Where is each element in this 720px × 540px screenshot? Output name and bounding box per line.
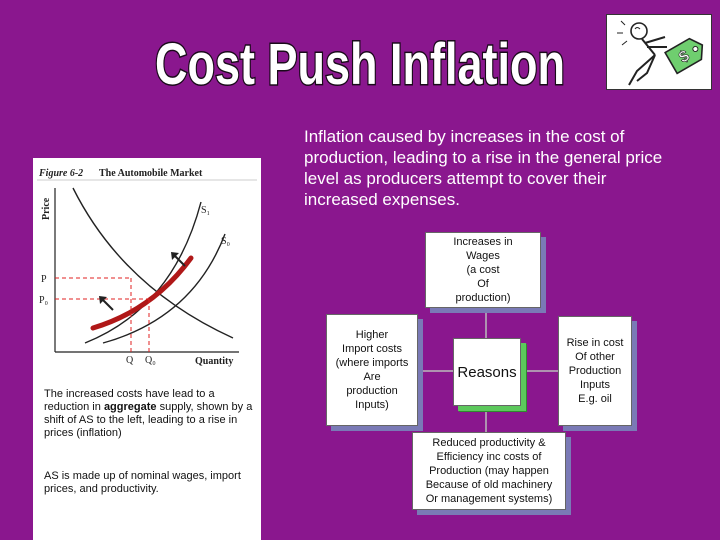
shift-arrow-upper-icon	[171, 252, 186, 267]
graph-caption: The increased costs have lead to a reduc…	[33, 372, 261, 540]
reason-box-productivity: Reduced productivity & Efficiency inc co…	[412, 432, 566, 510]
supply-curve-s1	[84, 201, 202, 344]
supply-curve-s0	[102, 233, 226, 344]
person-pushing-price-tag-icon: $	[617, 20, 704, 86]
reason-box-import-costs: Higher Import costs (where imports Are p…	[326, 314, 418, 426]
price-label-p0: P₀	[39, 295, 49, 306]
curve-label-s0: S₀	[221, 236, 231, 247]
x-axis-label: Quantity	[195, 356, 233, 367]
y-axis-label: Price	[41, 197, 52, 220]
figure-title: The Automobile Market	[99, 168, 203, 179]
caption-paragraph-1: The increased costs have lead to a reduc…	[44, 388, 253, 439]
figure-label: Figure 6-2	[38, 168, 83, 179]
qty-label-q0: Q₀	[145, 355, 156, 366]
supply-shift-graph: Figure 6-2 The Automobile Market Price Q…	[33, 158, 261, 372]
demand-curve	[72, 187, 234, 339]
reasons-center-box: Reasons	[453, 338, 521, 406]
intro-text: Inflation caused by increases in the cos…	[304, 127, 663, 209]
caption-paragraph-2: AS is made up of nominal wages, import p…	[44, 470, 241, 495]
price-label-p: P	[41, 274, 47, 285]
shifted-supply-highlight	[90, 255, 194, 331]
shift-arrow-lower-icon	[99, 296, 114, 311]
reason-box-wages: Increases in Wages (a cost Of production…	[425, 232, 541, 308]
caption-bold-term: aggregate	[103, 401, 157, 413]
reason-box-input-costs: Rise in cost Of other Production Inputs …	[558, 316, 632, 426]
slide-title-text: Cost Push Inflation	[155, 32, 565, 97]
curve-label-s1: S₁	[201, 205, 210, 216]
clipart-image: $	[606, 14, 712, 90]
slide-title: Cost Push Inflation	[154, 31, 567, 99]
qty-label-q: Q	[126, 355, 134, 366]
